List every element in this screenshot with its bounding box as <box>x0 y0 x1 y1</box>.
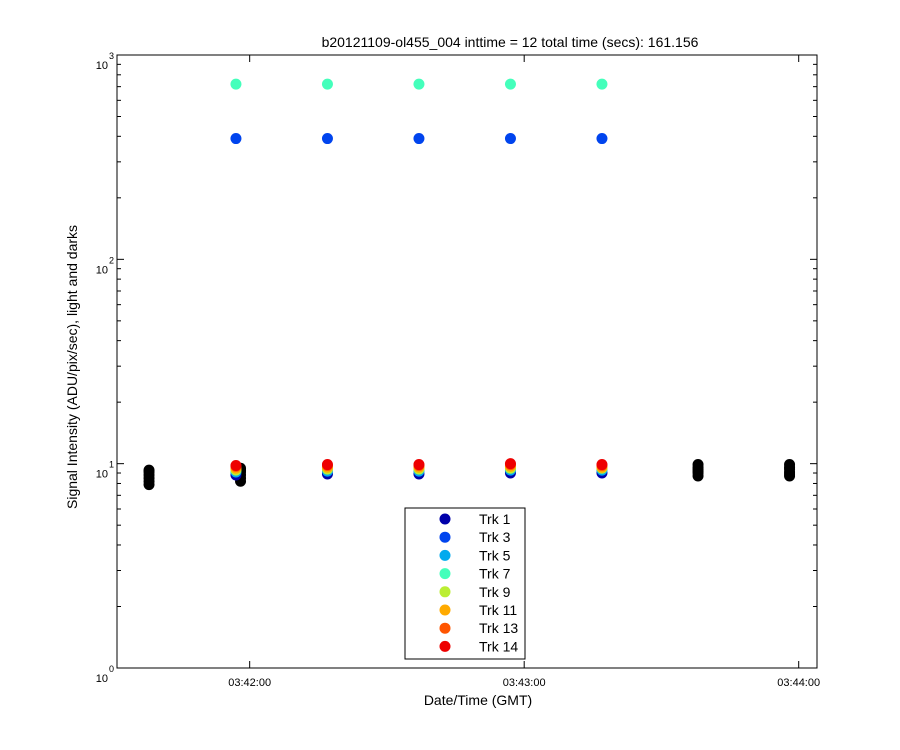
point-trk-3 <box>504 133 516 145</box>
legend-marker <box>439 640 451 652</box>
legend: Trk 1 Trk 3 Trk 5 Trk 7 Trk 9 Trk 11 Trk 13 Trk… <box>404 507 526 660</box>
legend-marker <box>439 604 451 616</box>
y-axis-label: Signal Intensity (ADU/pix/sec), light an… <box>64 225 80 509</box>
point-trk-7 <box>596 78 608 90</box>
legend-label: Trk 11 <box>479 602 517 618</box>
y-tick-exponent: 0 <box>109 664 114 674</box>
legend-label: Trk 13 <box>479 620 518 636</box>
point-trk-7 <box>321 78 333 90</box>
legend-label: Trk 1 <box>479 511 511 527</box>
point-trk-7 <box>230 78 242 90</box>
y-tick-exponent: 2 <box>109 255 114 265</box>
legend-label: Trk 9 <box>479 584 511 600</box>
point-trk-14 <box>230 459 242 471</box>
point-trk-14 <box>596 459 608 471</box>
legend-label: Trk 7 <box>479 566 511 582</box>
point-trk-14 <box>321 459 333 471</box>
legend-marker <box>439 531 451 543</box>
legend-marker <box>439 549 451 561</box>
y-tick-label: 10 <box>96 469 108 481</box>
dark-point <box>692 459 704 471</box>
data-points <box>143 78 796 491</box>
x-axis-label: Date/Time (GMT) <box>424 692 532 708</box>
point-trk-7 <box>504 78 516 90</box>
y-tick-label: 10 <box>96 264 108 276</box>
point-trk-3 <box>230 133 242 145</box>
x-tick-label: 03:42:00 <box>228 677 271 689</box>
legend-marker <box>439 622 451 634</box>
legend-marker <box>439 568 451 580</box>
legend-box <box>404 507 526 660</box>
legend-label: Trk 3 <box>479 529 511 545</box>
legend-label: Trk 5 <box>479 547 511 563</box>
legend-label: Trk 14 <box>479 638 518 654</box>
x-tick-label: 03:43:00 <box>503 677 546 689</box>
chart-title: b20121109-ol455_004 inttime = 12 total t… <box>322 34 699 50</box>
y-tick-exponent: 1 <box>109 460 114 470</box>
legend-marker <box>439 513 451 525</box>
dark-point <box>784 459 796 471</box>
point-trk-3 <box>321 133 333 145</box>
legend-marker <box>439 586 451 598</box>
y-tick-label: 10 <box>96 60 108 72</box>
point-trk-3 <box>413 133 425 145</box>
y-tick-label: 10 <box>96 673 108 685</box>
point-trk-7 <box>413 78 425 90</box>
point-trk-3 <box>596 133 608 145</box>
dark-point <box>143 464 155 476</box>
point-trk-14 <box>504 458 516 470</box>
y-tick-exponent: 3 <box>109 51 114 61</box>
x-tick-label: 03:44:00 <box>777 677 820 689</box>
point-trk-14 <box>413 459 425 471</box>
